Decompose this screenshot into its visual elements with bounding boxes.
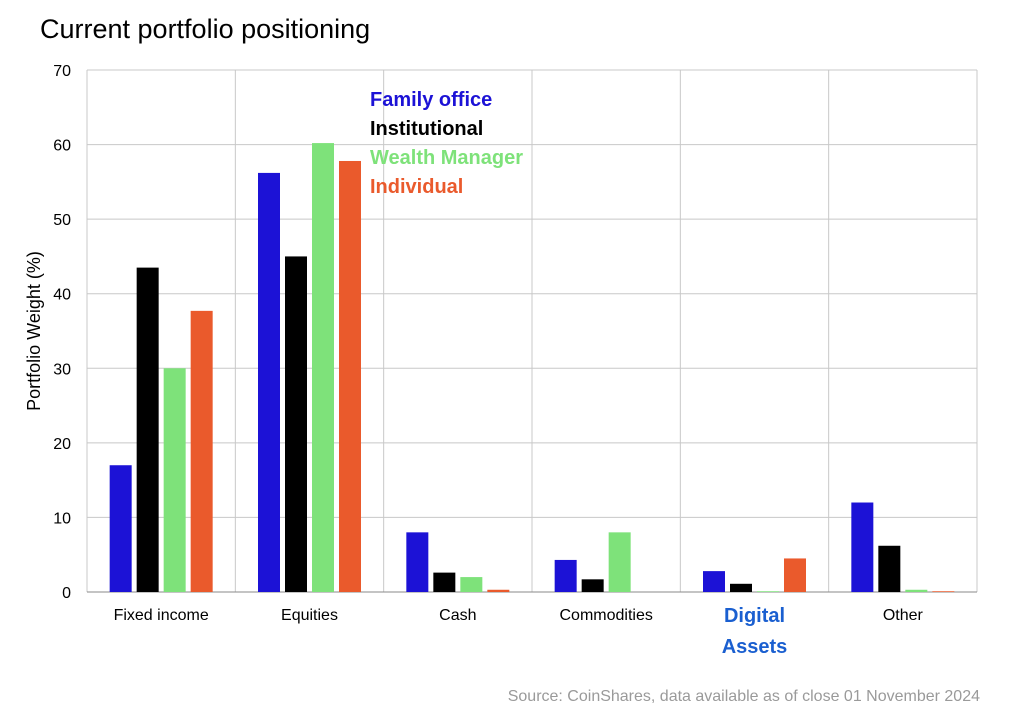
- chart-title: Current portfolio positioning: [40, 14, 371, 44]
- bar-institutional: [136, 267, 159, 592]
- y-tick-label: 0: [62, 585, 71, 602]
- bars: [109, 143, 955, 592]
- bar-family-office: [109, 465, 132, 592]
- legend-item: Wealth Manager: [370, 147, 523, 169]
- bar-institutional: [285, 256, 307, 592]
- legend: Family office Institutional Wealth Manager…: [370, 89, 523, 198]
- x-tick-labels: Fixed income Equities Cash Commodities Digit…: [114, 605, 924, 658]
- bar-institutional: [433, 572, 456, 592]
- bar-wealth-manager: [905, 589, 928, 592]
- bar-individual: [487, 589, 510, 592]
- bar-individual: [784, 558, 806, 592]
- legend-item: Family office: [370, 89, 492, 111]
- bar-family-office: [258, 172, 280, 592]
- x-tick-label-highlight: Digital Assets: [722, 605, 788, 658]
- bar-family-office: [703, 571, 725, 592]
- y-tick-label: 20: [53, 436, 71, 453]
- x-tick-label: Cash: [439, 607, 476, 624]
- bar-institutional: [581, 579, 604, 592]
- bar-institutional: [878, 545, 901, 592]
- y-tick-label: 70: [53, 63, 71, 80]
- bar-wealth-manager: [608, 532, 631, 592]
- x-tick-label: Equities: [281, 607, 338, 624]
- y-tick-labels: 0 10 20 30 40 50 60 70: [53, 63, 71, 602]
- bar-family-office: [406, 532, 429, 592]
- legend-item: Individual: [370, 176, 463, 198]
- bar-wealth-manager: [312, 143, 334, 592]
- y-tick-label: 50: [53, 212, 71, 229]
- y-tick-label: 60: [53, 138, 71, 155]
- y-tick-label: 10: [53, 510, 71, 527]
- bar-family-office: [851, 502, 874, 592]
- legend-item: Institutional: [370, 118, 483, 140]
- bar-individual: [932, 591, 955, 592]
- bar-individual: [339, 160, 361, 592]
- y-axis-label: Portfolio Weight (%): [24, 251, 44, 411]
- bar-individual: [190, 310, 213, 592]
- x-tick-label: Other: [883, 607, 924, 624]
- bar-family-office: [554, 559, 577, 592]
- y-tick-label: 30: [53, 361, 71, 378]
- grid-lines: [86, 69, 978, 593]
- bar-institutional: [730, 583, 752, 592]
- source-note: Source: CoinShares, data available as of…: [507, 688, 980, 705]
- bar-wealth-manager: [460, 577, 483, 592]
- bar-wealth-manager: [163, 368, 186, 592]
- y-tick-label: 40: [53, 287, 71, 304]
- bar-wealth-manager: [757, 591, 779, 592]
- x-tick-label: Commodities: [559, 607, 652, 624]
- x-tick-label: Fixed income: [114, 607, 209, 624]
